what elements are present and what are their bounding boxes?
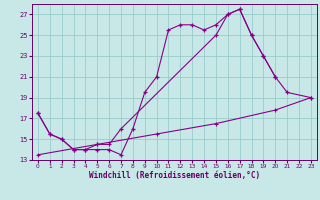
X-axis label: Windchill (Refroidissement éolien,°C): Windchill (Refroidissement éolien,°C) xyxy=(89,171,260,180)
